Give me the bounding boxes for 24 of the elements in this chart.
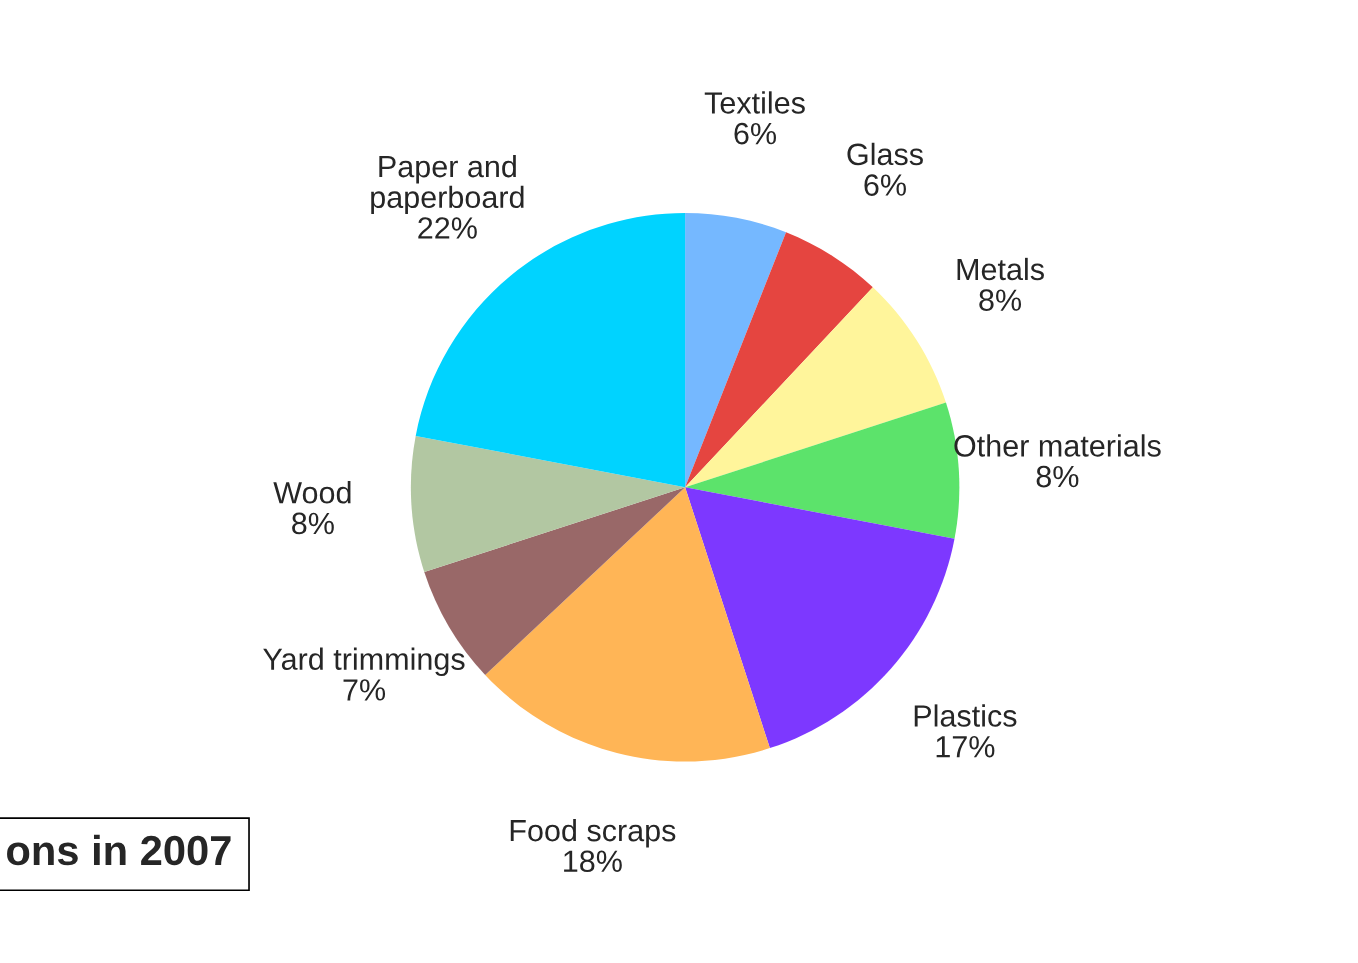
- data-label: 22%: [418, 217, 477, 239]
- pie-slice: [685, 232, 873, 488]
- text: ons in 2007: [7, 834, 231, 866]
- slice-label: Plastics: [914, 704, 1017, 727]
- data-label: 8%: [979, 289, 1022, 311]
- data-label: 6%: [734, 122, 776, 145]
- data-label: 7%: [343, 679, 386, 701]
- slice-label: Yard trimmings: [263, 647, 465, 677]
- pie-slice: [410, 435, 686, 573]
- data-label: 18%: [564, 850, 622, 873]
- slice-label: Wood: [273, 481, 351, 504]
- slice-label: Textiles: [704, 91, 805, 114]
- pie-slice: [685, 287, 946, 488]
- data-label: 8%: [292, 512, 334, 535]
- slice-label: Paper and paperboard: [371, 154, 524, 215]
- pie-slice: [415, 213, 686, 488]
- pie-slice: [685, 213, 787, 488]
- data-label: 17%: [936, 735, 995, 758]
- slice-label: Food scraps: [510, 818, 676, 848]
- data-label: 8%: [1036, 465, 1079, 488]
- pie-slice: [485, 487, 770, 762]
- slice-label: Metals: [957, 257, 1044, 281]
- data-label: 6%: [864, 174, 906, 196]
- slice-label: Glass: [847, 142, 923, 166]
